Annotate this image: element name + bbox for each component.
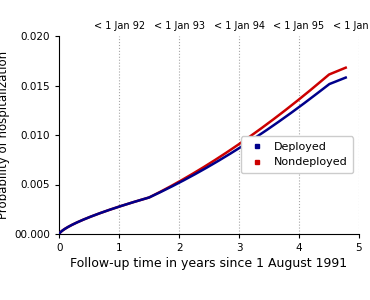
Y-axis label: Probability of hospitalization: Probability of hospitalization bbox=[0, 51, 10, 219]
Text: < 1 Jan 94: < 1 Jan 94 bbox=[213, 21, 265, 31]
Text: < 1 Jan 95: < 1 Jan 95 bbox=[273, 21, 324, 31]
Text: < 1 Jan 92: < 1 Jan 92 bbox=[94, 21, 145, 31]
Legend: Deployed, Nondeployed: Deployed, Nondeployed bbox=[241, 136, 353, 173]
X-axis label: Follow-up time in years since 1 August 1991: Follow-up time in years since 1 August 1… bbox=[71, 257, 347, 270]
Text: < 1 Jan 96: < 1 Jan 96 bbox=[333, 21, 370, 31]
Text: < 1 Jan 93: < 1 Jan 93 bbox=[154, 21, 205, 31]
